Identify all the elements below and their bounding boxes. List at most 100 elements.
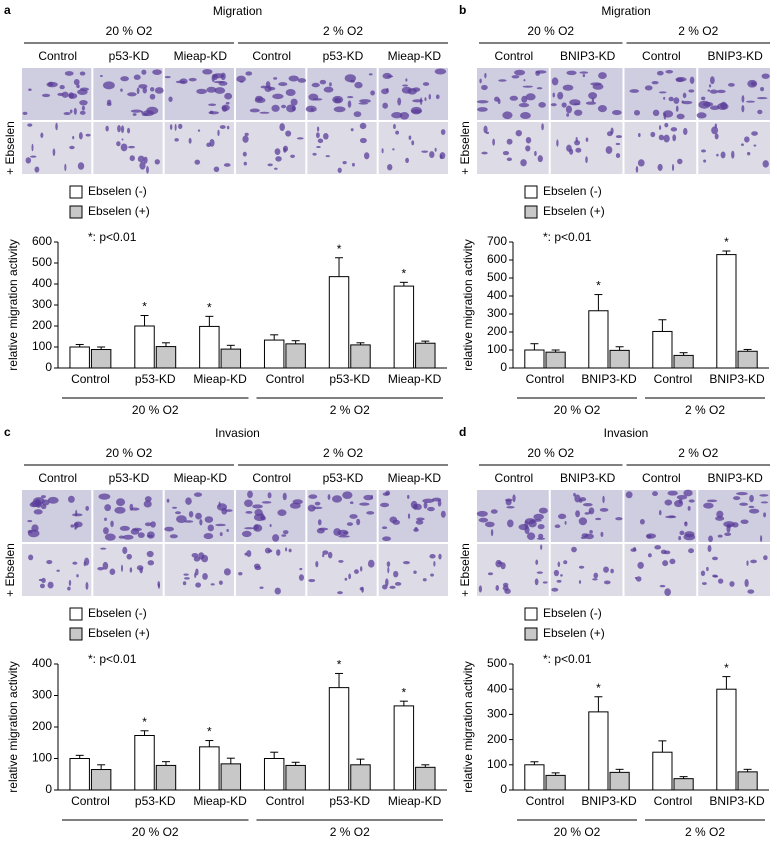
cell [236, 75, 246, 83]
cell [127, 127, 131, 134]
micrograph [164, 544, 234, 596]
cell [193, 556, 200, 562]
panel-title: Migration [213, 4, 262, 18]
cell [714, 123, 717, 128]
image-column-label: Mieap-KD [174, 49, 228, 63]
cell [633, 547, 637, 551]
cell [41, 93, 51, 98]
bar [155, 764, 177, 791]
cell [438, 553, 442, 560]
cell [392, 519, 401, 525]
cell [593, 572, 599, 579]
cell [221, 105, 228, 112]
cell [252, 504, 263, 509]
cell [72, 135, 75, 140]
cell [701, 149, 706, 153]
cell [76, 574, 79, 578]
micrograph [22, 544, 92, 596]
cell [664, 122, 669, 128]
cell [526, 532, 536, 541]
cell [747, 589, 755, 594]
cell [615, 153, 621, 159]
image-column-label: Control [642, 471, 681, 485]
cell [602, 495, 605, 504]
cell [213, 80, 225, 84]
cell [130, 109, 142, 113]
cell [31, 143, 34, 152]
significance-marker: * [207, 725, 212, 739]
cell [639, 518, 645, 525]
cell [120, 88, 123, 92]
cell [405, 78, 408, 82]
cell [652, 491, 658, 497]
image-column-label: Control [495, 471, 534, 485]
cell [399, 111, 410, 120]
cell [744, 579, 749, 587]
cell [741, 95, 745, 103]
cell [346, 522, 353, 526]
cell [536, 571, 543, 574]
cell [709, 76, 715, 85]
cell [214, 87, 226, 94]
legend-label: Ebselen (-) [88, 606, 147, 620]
cell [429, 554, 436, 559]
cell [288, 548, 292, 553]
cell [283, 145, 289, 152]
image-column-label: p53-KD [323, 49, 364, 63]
cell [246, 550, 252, 557]
legend-swatch [69, 607, 83, 621]
cell [676, 494, 688, 500]
cell [279, 123, 285, 132]
cell [615, 517, 623, 521]
cell [202, 573, 208, 580]
cell [218, 580, 223, 585]
cell [288, 75, 299, 82]
cell [285, 547, 288, 552]
cell [281, 534, 287, 537]
cell [272, 534, 280, 542]
bar [69, 346, 90, 369]
cell [386, 561, 391, 567]
cell [358, 102, 369, 105]
cell [194, 159, 201, 165]
cell [440, 129, 446, 135]
cell [245, 510, 253, 514]
cell [207, 524, 214, 532]
cell [67, 586, 71, 591]
cell [551, 77, 559, 86]
cell [392, 148, 395, 151]
legend-label: Ebselen (+) [543, 626, 605, 640]
cell [717, 534, 723, 538]
cell [314, 501, 321, 506]
cell [582, 502, 593, 507]
cell [359, 99, 371, 103]
cell [274, 167, 278, 170]
cell [716, 510, 724, 518]
x-tick-label: p53-KD [135, 372, 176, 386]
cell [476, 100, 489, 104]
cell [502, 111, 513, 120]
cell [726, 525, 731, 533]
legend-label: Ebselen (-) [88, 184, 147, 198]
cell [206, 86, 217, 93]
cell [751, 131, 758, 136]
cell [245, 71, 253, 76]
cell [753, 144, 757, 147]
cell [169, 124, 173, 130]
cell [603, 566, 609, 573]
cell [382, 536, 392, 542]
cell [218, 501, 221, 508]
cell [679, 530, 685, 536]
cell [397, 97, 402, 106]
cell [654, 545, 662, 550]
image-column-label: p53-KD [109, 471, 150, 485]
x-tick-label: Mieap-KD [193, 794, 247, 808]
cell [672, 134, 677, 142]
cell [507, 519, 514, 528]
cell [700, 570, 706, 576]
cell [348, 573, 352, 580]
cell [347, 100, 352, 108]
cell [183, 520, 194, 523]
cell [716, 153, 719, 157]
